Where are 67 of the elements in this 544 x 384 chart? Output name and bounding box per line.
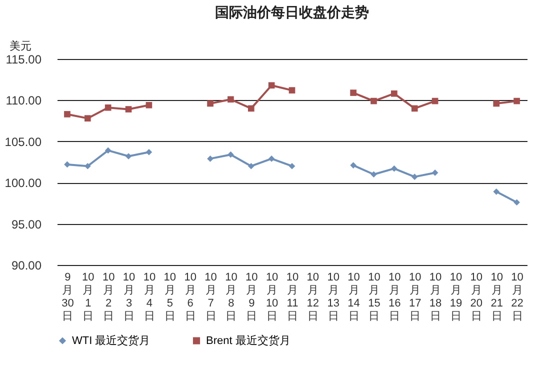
point (146, 148, 152, 156)
point (146, 102, 152, 108)
x-tick-label: 10月16日 (388, 272, 401, 322)
point (248, 105, 254, 112)
x-tick-label: 10月3日 (122, 272, 136, 322)
y-tick-label: 90.00 (11, 258, 42, 272)
x-tick-label: 10月21日 (490, 272, 503, 322)
point (228, 96, 234, 103)
point (104, 104, 112, 111)
x-tick-label: 10月4日 (143, 272, 156, 322)
point (391, 90, 398, 97)
x-tick-label: 10月1日 (82, 272, 94, 322)
point (411, 174, 418, 180)
point (125, 106, 132, 112)
point (411, 105, 418, 112)
point (207, 100, 214, 107)
x-tick-label: 9月30日 (62, 272, 74, 322)
point (370, 98, 377, 104)
legend-label: WTI 最近交货月 (72, 334, 150, 347)
point (370, 171, 377, 178)
y-axis-title: 美元 (10, 40, 32, 52)
point (432, 98, 438, 104)
x-tick-label: 10月13日 (327, 272, 340, 322)
x-tick-label: 10月8日 (225, 272, 238, 322)
point (84, 162, 91, 170)
x-tick-label: 10月14日 (348, 272, 360, 322)
y-tick-label: 95.00 (11, 217, 42, 232)
point (350, 162, 356, 168)
x-tick-label: 10月15日 (368, 272, 380, 322)
point (84, 115, 91, 122)
point (288, 162, 296, 170)
point (493, 188, 500, 195)
point (268, 156, 275, 162)
point (104, 147, 112, 154)
chart-title: 国际油价每日收盘价走势 (215, 4, 369, 20)
point (350, 90, 356, 96)
y-tick-label: 105.00 (4, 134, 42, 149)
x-tick-label: 10月5日 (164, 272, 176, 322)
point (432, 170, 438, 176)
point (64, 161, 70, 168)
point (268, 82, 275, 89)
x-tick-label: 10月2日 (102, 272, 115, 322)
point (125, 153, 132, 160)
point (248, 162, 254, 170)
y-tick-label: 100.00 (4, 176, 42, 190)
x-tick-label: 10月6日 (184, 272, 196, 322)
point (288, 87, 296, 94)
point (514, 98, 520, 104)
legend-label: Brent 最近交货月 (206, 334, 290, 347)
point (64, 111, 70, 118)
y-tick-label: 110.00 (6, 94, 42, 108)
x-tick-label: 10月7日 (204, 272, 217, 322)
x-tick-label: 10月10日 (266, 272, 278, 322)
y-tick-label: 115.00 (6, 52, 42, 66)
point (207, 156, 214, 162)
x-tick-label: 10月17日 (408, 272, 422, 322)
x-tick-label: 10月20日 (470, 272, 483, 322)
x-tick-label: 10月9日 (246, 272, 258, 322)
point (493, 100, 500, 107)
x-tick-label: 10月12日 (306, 272, 320, 322)
x-tick-label: 10月19日 (450, 272, 462, 322)
point (514, 199, 520, 206)
point (228, 151, 234, 158)
x-tick-label: 10月18日 (429, 272, 442, 322)
x-tick-label: 10月11日 (286, 272, 299, 322)
x-tick-label: 10月22日 (511, 272, 524, 322)
point (391, 165, 398, 172)
